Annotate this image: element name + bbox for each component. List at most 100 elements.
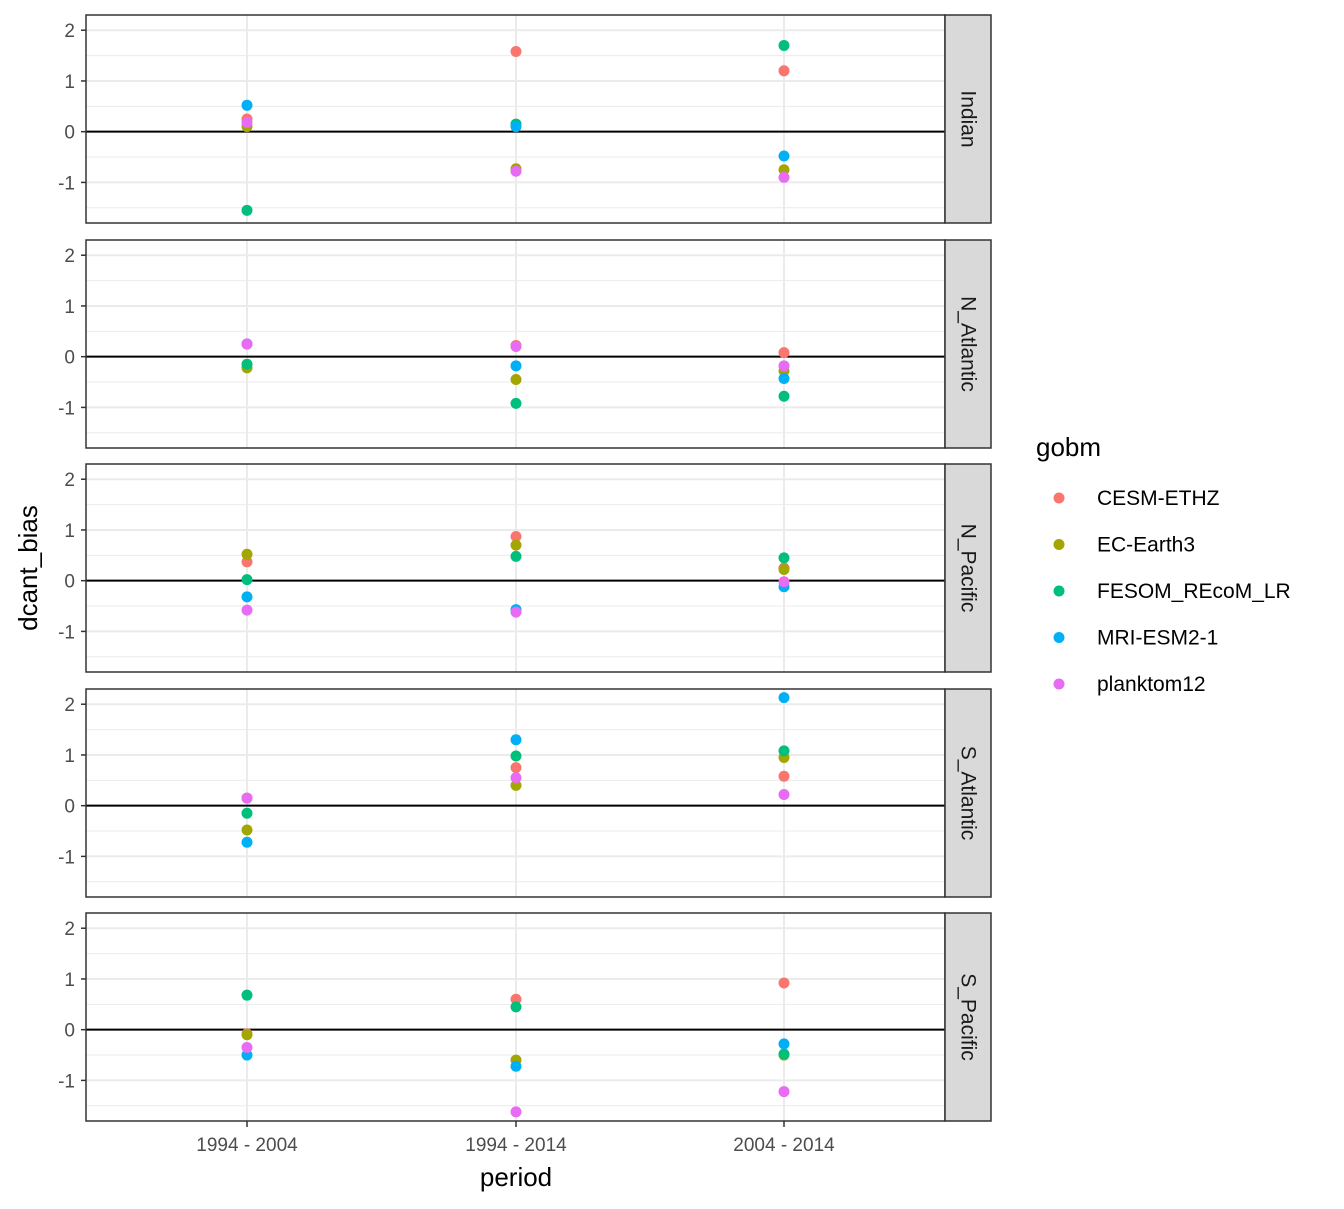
data-point — [510, 762, 522, 774]
data-point — [510, 550, 522, 562]
facet-strip-label: N_Pacific — [957, 524, 980, 613]
data-point — [778, 171, 790, 183]
data-point — [510, 165, 522, 177]
data-point — [510, 606, 522, 618]
data-point — [510, 750, 522, 762]
facet-panel-s-atlantic: 2 1 0 -1 S_Atlantic — [58, 688, 992, 898]
data-point — [778, 360, 790, 372]
data-point — [241, 358, 253, 370]
data-point — [510, 1001, 522, 1013]
data-point — [241, 807, 253, 819]
data-point — [241, 604, 253, 616]
y-tick-label: 2 — [64, 246, 75, 267]
data-point — [241, 338, 253, 350]
data-point — [241, 548, 253, 560]
data-point — [778, 552, 790, 564]
y-tick-label: -1 — [58, 622, 75, 643]
data-point — [778, 576, 790, 588]
data-point — [778, 39, 790, 51]
data-point — [778, 1086, 790, 1098]
data-point — [241, 1049, 253, 1061]
data-point — [241, 556, 253, 568]
y-tick-label: 2 — [64, 919, 75, 940]
legend-key — [1053, 539, 1065, 550]
legend: gobm CESM-ETHZ EC-Earth3 FESOM_REcoM_LR MRI… — [1036, 432, 1291, 696]
legend-label: CESM-ETHZ — [1097, 487, 1220, 510]
data-point — [510, 374, 522, 386]
data-point — [241, 591, 253, 603]
facet-panel-indian: 2 1 0 -1 Indian — [58, 14, 992, 224]
y-tick-label: -1 — [58, 1071, 75, 1092]
data-point — [778, 164, 790, 176]
legend-key — [1053, 492, 1065, 504]
y-tick-label: -1 — [58, 847, 75, 868]
data-point — [241, 99, 253, 111]
legend-key — [1053, 585, 1065, 597]
y-tick-label: 2 — [64, 470, 75, 491]
data-point — [241, 989, 253, 1001]
y-tick-label: 0 — [64, 797, 75, 818]
data-point — [241, 792, 253, 804]
data-point — [778, 347, 790, 359]
y-tick-label: 1 — [64, 970, 75, 991]
data-point — [510, 1106, 522, 1118]
data-point — [510, 341, 522, 353]
data-point — [778, 1038, 790, 1050]
x-tick-label: 2004 - 2014 — [733, 1135, 835, 1156]
data-point — [778, 150, 790, 162]
y-tick-label: 2 — [64, 695, 75, 716]
data-point — [510, 1060, 522, 1072]
data-point — [241, 1029, 253, 1041]
y-tick-label: 2 — [64, 21, 75, 42]
y-tick-label: 0 — [64, 348, 75, 369]
data-point — [241, 574, 253, 586]
x-tick-label: 1994 - 2004 — [196, 1135, 298, 1156]
data-point — [510, 531, 522, 543]
x-axis: 1994 - 2004 1994 - 2014 2004 - 2014 — [196, 1121, 835, 1156]
data-point — [778, 770, 790, 782]
facet-strip-label: N_Atlantic — [957, 296, 980, 392]
data-point — [510, 46, 522, 58]
facet-strip — [944, 912, 992, 1122]
y-tick-label: 0 — [64, 123, 75, 144]
y-tick-label: 0 — [64, 1021, 75, 1042]
y-tick-label: 0 — [64, 572, 75, 593]
facet-strip — [944, 688, 992, 898]
data-point — [778, 692, 790, 704]
x-axis-title: period — [480, 1162, 552, 1192]
legend-key — [1053, 678, 1065, 690]
data-point — [510, 779, 522, 791]
facet-panel-s-pacific: 2 1 0 -1 S_Pacific — [58, 912, 992, 1122]
legend-label: planktom12 — [1097, 673, 1206, 696]
data-point — [510, 539, 522, 551]
data-point — [778, 372, 790, 384]
data-point — [510, 772, 522, 784]
facet-strip — [944, 239, 992, 449]
facet-strip — [944, 14, 992, 224]
data-point — [778, 977, 790, 989]
y-tick-label: 1 — [64, 521, 75, 542]
data-point — [241, 1041, 253, 1053]
facet-panel-n-atlantic: 2 1 0 -1 N_Atlantic — [58, 239, 992, 449]
x-tick-label: 1994 - 2014 — [465, 1135, 567, 1156]
y-tick-label: -1 — [58, 398, 75, 419]
data-point — [241, 824, 253, 836]
y-axis-title: dcant_bias — [13, 505, 43, 631]
data-point — [778, 789, 790, 801]
legend-title: gobm — [1036, 432, 1101, 462]
data-point — [510, 360, 522, 372]
data-point — [510, 397, 522, 409]
y-tick-label: 1 — [64, 746, 75, 767]
data-point — [510, 993, 522, 1005]
data-point — [778, 390, 790, 402]
data-point — [778, 65, 790, 77]
y-tick-label: 1 — [64, 72, 75, 93]
data-point — [778, 745, 790, 757]
data-point — [241, 117, 253, 129]
facet-panel-n-pacific: 2 1 0 -1 N_Pacific — [58, 463, 992, 673]
facet-strip-label: Indian — [957, 90, 980, 147]
data-point — [241, 836, 253, 848]
facet-strip-label: S_Atlantic — [957, 746, 980, 841]
facet-strip-label: S_Pacific — [957, 973, 980, 1061]
